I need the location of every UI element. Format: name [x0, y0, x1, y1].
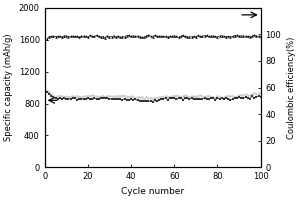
Y-axis label: Coulombic efficiency(%): Coulombic efficiency(%) [287, 36, 296, 139]
X-axis label: Cycle number: Cycle number [121, 187, 184, 196]
Y-axis label: Specific capacity (mAh/g): Specific capacity (mAh/g) [4, 34, 13, 141]
